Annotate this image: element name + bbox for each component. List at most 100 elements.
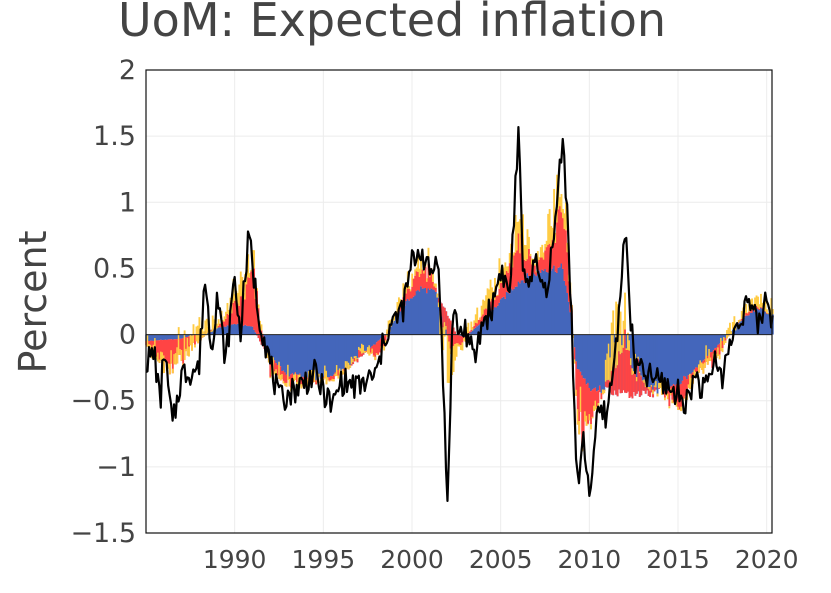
red-bar [604,381,607,387]
x-tick-label: 2015 [646,545,710,574]
yellow-bar [706,358,709,365]
blue-bar [556,272,558,335]
red-bar [528,248,530,276]
yellow-bar [721,348,724,353]
blue-bar [349,334,352,368]
yellow-bar [594,400,597,410]
yellow-bar [640,375,643,377]
blue-bar [264,334,267,353]
blue-bar [519,283,522,335]
yellow-bar [294,373,297,380]
blue-bar [350,334,353,366]
yellow-bar [513,252,516,256]
yellow-bar [168,363,171,375]
red-bar [668,390,671,407]
blue-bar [542,270,545,335]
blue-bar [566,293,569,335]
yellow-bar [331,378,334,382]
blue-bar [631,334,634,399]
yellow-bar [324,365,326,379]
red-bar [567,281,570,302]
blue-bar [588,334,591,388]
yellow-bar [405,286,408,294]
red-bar [585,384,588,426]
blue-bar [702,334,705,361]
red-bar [455,334,458,344]
yellow-bar [767,313,770,315]
yellow-bar [377,354,380,356]
y-tick-label: −1.5 [70,518,136,549]
yellow-bar [281,374,284,380]
blue-bar [745,315,748,335]
blue-bar [310,334,313,378]
blue-bar [296,334,298,375]
blue-bar [471,330,474,335]
blue-bar [706,334,709,356]
blue-bar [689,334,691,374]
red-bar [361,353,363,357]
yellow-bar [146,335,149,347]
yellow-bar [579,386,582,412]
yellow-bar [680,406,683,412]
blue-bar [526,273,529,335]
yellow-bar [678,409,681,411]
red-bar [634,358,637,396]
yellow-bar [362,344,365,353]
blue-bar [148,334,151,342]
red-bar [352,362,355,365]
yellow-bar [560,194,563,213]
yellow-bar [573,359,576,364]
blue-bar [424,288,427,335]
yellow-bar [341,368,344,375]
blue-bar [266,334,269,355]
red-bar [329,375,332,381]
yellow-bar [418,268,421,277]
blue-bar [346,334,349,367]
red-bar [681,380,684,401]
yellow-bar [195,326,198,342]
red-bar [411,286,414,299]
yellow-bar [455,343,458,357]
blue-bar [254,332,257,335]
red-bar [430,268,433,289]
blue-bar [248,326,251,335]
blue-bar [665,334,668,389]
blue-bar [739,320,742,335]
red-bar [269,358,272,377]
red-bar [399,306,402,312]
blue-bar [282,334,285,371]
blue-bar [427,288,430,335]
blue-bar [520,280,523,335]
blue-bar [544,269,547,335]
red-bar [644,386,647,394]
yellow-bar [715,353,718,359]
red-bar [157,340,159,362]
blue-bar [287,334,290,374]
yellow-bar [204,320,207,336]
red-bar [640,376,643,396]
yellow-bar [502,267,505,277]
blue-bar [328,334,331,378]
yellow-bar [176,347,179,364]
yellow-bar [412,278,415,279]
red-bar [477,319,480,326]
red-bar [743,315,746,318]
total-series-line [145,125,774,503]
yellow-bar [677,406,680,410]
blue-bar [536,269,539,335]
yellow-bar [414,269,417,276]
red-bar [427,263,430,289]
red-bar [375,342,378,355]
blue-bar [220,327,223,335]
blue-bar [395,316,397,335]
blue-bar [372,334,375,345]
yellow-bar [523,244,526,260]
yellow-bar [211,315,214,332]
red-bar [649,387,652,397]
yellow-bar [545,240,548,248]
red-bar [290,374,292,388]
blue-bar [335,334,338,372]
blue-bar [383,334,386,336]
red-bar [643,379,646,391]
